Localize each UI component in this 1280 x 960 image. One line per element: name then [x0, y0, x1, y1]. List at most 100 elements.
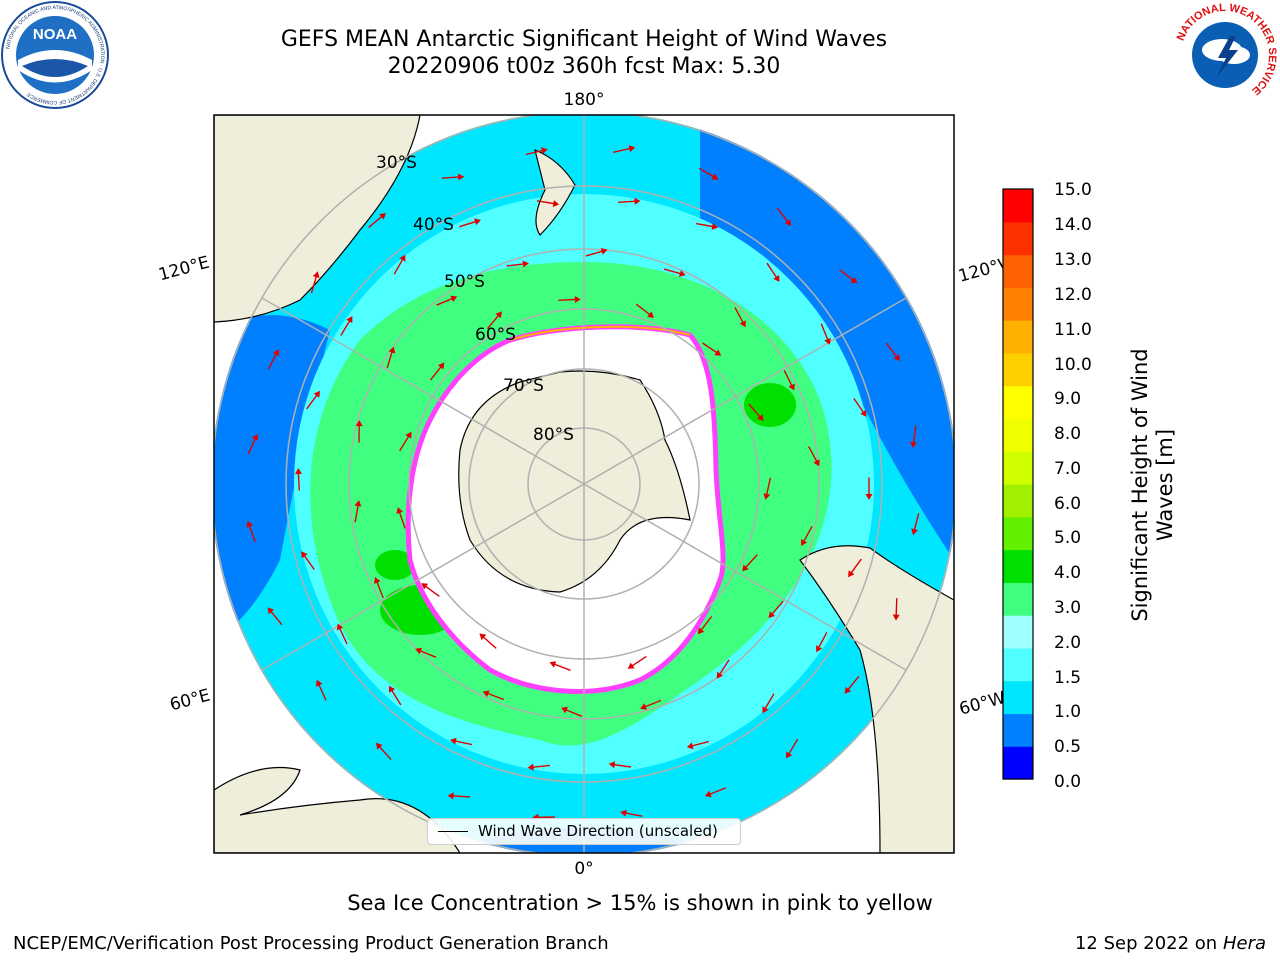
wind-arrow-shaft — [885, 342, 899, 360]
wind-arrow-shaft — [452, 739, 473, 746]
colorbar-tick: 1.0 — [1054, 702, 1082, 722]
wind-arrow-head — [450, 737, 457, 745]
wind-arrow-head — [251, 433, 259, 441]
colorbar-bin — [1003, 254, 1033, 288]
legend-line-swatch — [438, 831, 468, 832]
colorbar-bin — [1003, 352, 1033, 387]
wind-arrow-shaft — [734, 307, 745, 325]
colorbar-tick: 2.0 — [1054, 633, 1082, 653]
wind-arrow-shaft — [459, 220, 479, 228]
colorbar-tick: 3.0 — [1054, 598, 1082, 618]
colorbar-tick: 0.0 — [1054, 772, 1082, 792]
lat-label-60s: 60°S — [475, 325, 516, 345]
wind-arrow-shaft — [354, 502, 360, 523]
wind-arrow-head — [640, 703, 647, 710]
wind-arrow-head — [762, 706, 769, 714]
wind-arrow-head — [716, 671, 723, 679]
wind-arrow-head — [784, 219, 792, 226]
wind-arrow-shaft — [389, 687, 402, 706]
lon-label-60e: 60°E — [168, 685, 213, 715]
colorbar-bin — [1003, 680, 1033, 715]
colorbar-bin — [1003, 549, 1033, 583]
wind-arrow-head — [336, 623, 344, 631]
wind-arrow-head — [374, 577, 381, 584]
wind-arrow-head — [379, 213, 386, 220]
wind-arrow-shaft — [536, 200, 557, 205]
wind-arrow-head — [388, 685, 396, 693]
wind-arrow-shaft — [635, 303, 653, 317]
nws-logo: NATIONAL WEATHER SERVICE — [1174, 2, 1278, 106]
wind-arrow-shaft — [748, 403, 763, 420]
wind-arrow-shaft — [525, 149, 545, 156]
colorbar-tick: 0.5 — [1054, 737, 1082, 757]
wind-arrow-head — [561, 706, 568, 714]
wind-arrow-shaft — [802, 525, 813, 544]
colorbar-tick: 7.0 — [1054, 459, 1082, 479]
wind-arrow-head — [848, 570, 855, 578]
wind-arrow-shaft — [486, 313, 501, 330]
wind-arrow-head — [549, 661, 557, 668]
wind-arrow-shaft — [393, 256, 405, 275]
wind-arrow-shaft — [375, 579, 384, 599]
wind-arrow-shaft — [585, 249, 605, 257]
wind-arrow-shaft — [247, 436, 257, 455]
wind-arrow-shaft — [695, 222, 716, 228]
wind-arrow-head — [704, 790, 712, 798]
wind-arrow-head — [627, 662, 635, 669]
colorbar-frame — [1002, 188, 1034, 780]
wind-arrow-head — [301, 551, 308, 559]
wind-arrow-head — [679, 270, 686, 277]
land-south-america — [799, 545, 954, 853]
wind-arrow-shaft — [563, 708, 583, 717]
wind-arrow-shaft — [340, 318, 352, 336]
colorbar-label: Significant Height of Wind Waves [m] — [1128, 348, 1177, 622]
wind-arrow-shaft — [853, 398, 866, 415]
wind-arrow-shaft — [776, 207, 790, 225]
colorbar-tick: 9.0 — [1054, 389, 1082, 409]
wind-arrow-head — [768, 611, 776, 619]
wind-arrow-shaft — [763, 693, 775, 711]
wind-arrow-head — [437, 362, 445, 370]
wind-arrow-shaft — [689, 740, 709, 748]
wind-arrow-head — [272, 349, 280, 357]
wind-arrow-shaft — [436, 296, 455, 306]
wind-arrow-shaft — [398, 509, 406, 529]
wind-wave-arrows — [246, 145, 920, 821]
wind-arrow-shaft — [702, 342, 720, 355]
wind-arrow-shaft — [820, 323, 830, 343]
map-frame — [213, 114, 955, 854]
wind-arrow-head — [788, 383, 795, 391]
wind-arrow-head — [739, 320, 746, 328]
colorbar-tick: 4.0 — [1054, 563, 1082, 583]
field-deep-blue-west — [214, 315, 330, 640]
wind-arrow-head — [647, 311, 655, 318]
chart-subtitle: 20220906 t00z 360h fcst Max: 5.30 — [387, 54, 781, 79]
run-date: 12 Sep 2022 on Hera — [1075, 933, 1266, 954]
wind-arrow-head — [893, 354, 900, 362]
colorbar — [1003, 189, 1033, 780]
colorbar-tick: 12.0 — [1054, 285, 1092, 305]
wind-arrow-head — [628, 145, 636, 153]
wind-arrow-head — [313, 390, 320, 398]
colorbar-bin — [1003, 582, 1033, 616]
colorbar-tick: 8.0 — [1054, 424, 1082, 444]
colorbar-bin — [1003, 189, 1033, 223]
wind-arrow-shaft — [306, 392, 319, 410]
sea-ice-note: Sea Ice Concentration > 15% is shown in … — [347, 891, 933, 915]
colorbar-bin — [1003, 320, 1033, 354]
run-date-text: 12 Sep 2022 on — [1074, 933, 1218, 954]
colorbar-tick: 1.5 — [1054, 668, 1082, 688]
wind-arrow-head — [850, 276, 858, 284]
legend-label: Wind Wave Direction (unscaled) — [478, 822, 718, 840]
wind-arrow-shaft — [698, 167, 717, 179]
wind-arrow-head — [388, 346, 396, 354]
wind-arrow-shaft — [613, 147, 633, 153]
wind-arrow-shaft — [417, 649, 437, 658]
wind-arrow-shaft — [765, 477, 772, 498]
wind-arrow-shaft — [808, 446, 819, 464]
wind-arrow-head — [634, 197, 641, 205]
wind-arrow-head — [844, 686, 852, 694]
wind-arrow-head — [865, 494, 873, 500]
wind-arrow-head — [375, 742, 383, 750]
colorbar-tick: 6.0 — [1054, 494, 1082, 514]
